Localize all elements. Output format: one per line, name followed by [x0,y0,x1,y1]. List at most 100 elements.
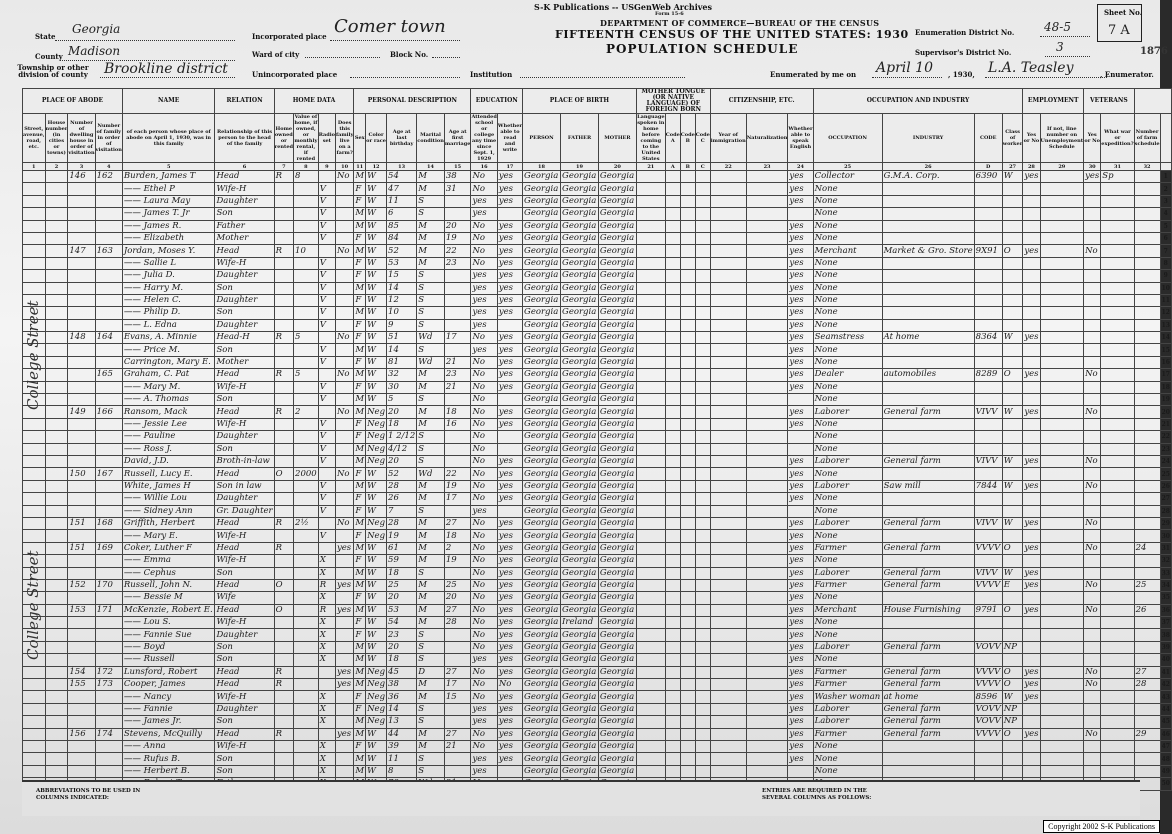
cell-code [973,554,1003,568]
cell-vet [1083,231,1102,246]
cell-rel: Head [214,467,275,481]
cell-vet: No [1083,578,1102,593]
cell-val [293,281,319,295]
cell-nat [745,715,789,729]
cell-imm [709,231,747,246]
cell-ten [273,702,295,717]
cell-vet: No [1083,454,1102,469]
column-number: 12 [365,162,388,171]
cell-sex: M [353,653,367,667]
cell-mar: M [416,256,445,271]
cell-mar: S [416,566,445,580]
cell-mo: Georgia [597,715,637,729]
cell-name: McKenzie, Robert E. [121,603,216,618]
cell-st [22,442,46,457]
cell-lang [635,393,666,407]
cell-ten [273,430,295,444]
cell-name: Burden, James T [121,169,216,184]
cell-c [694,405,711,419]
cell-st [22,219,46,233]
cell-name: White, James H [121,479,216,494]
cell-unl [1039,640,1085,655]
cell-fa: Georgia [560,194,599,209]
cell-vet [1083,653,1102,667]
cell-name: Coker, Luther F [121,541,216,556]
cell-ten: O [273,578,295,593]
cell-fa: Georgia [560,467,599,481]
cell-vet [1083,256,1102,271]
cell-val: 8 [293,169,319,184]
cell-farm [334,269,355,283]
cell-afm: 28 [443,616,472,630]
cell-mo: Georgia [597,752,637,766]
cell-race: W [365,628,388,642]
cell-race: W [365,306,388,320]
cell-ten: R [273,331,295,345]
cell-mo: Georgia [597,430,637,444]
cell-nat [745,343,789,357]
cell-mar: M [416,554,445,568]
group-header: HOME DATA [273,88,355,114]
cell-sex: M [353,516,367,531]
cell-rd: yes [496,244,524,258]
cell-sex: M [353,244,367,258]
cell-radio: R [317,603,336,618]
cell-eng: yes [787,492,814,506]
cell-rel: Daughter [214,492,275,506]
column-number: 28 [1022,162,1041,171]
cell-ind [881,256,975,271]
cell-unl [1039,244,1085,258]
cell-b [679,554,696,568]
cell-farm [334,492,355,506]
cell-lang [635,269,666,283]
cell-c [694,244,711,258]
column-header: Age at last birthday [386,113,418,163]
cell-cls [1001,591,1024,605]
cell-unl [1039,715,1085,729]
cell-ten [273,529,295,543]
cell-eng: yes [787,603,814,618]
cell-afm: 21 [443,380,472,395]
cell-a [664,343,681,357]
cell-d [67,368,96,382]
cell-nat [745,628,789,642]
cell-lang [635,739,666,754]
cell-ind [881,269,975,283]
sheet-label: Sheet No. [1104,8,1143,17]
cell-race: Neg [365,715,388,729]
cell-fa: Georgia [560,640,599,655]
cell-imm [709,492,747,506]
cell-mo: Georgia [597,677,637,692]
cell-imm [709,306,747,320]
cell-f: 174 [94,727,123,741]
cell-code: VVVV [973,541,1003,556]
cell-lang [635,417,666,432]
incorporated-label: Incorporated place [252,32,327,41]
cell-race: W [365,578,388,593]
cell-imm [709,393,747,407]
cell-c [694,343,711,357]
column-header: Yes or No [1022,113,1041,163]
cell-eng: yes [787,269,814,283]
cell-sex: F [353,430,367,444]
cell-occ: None [812,492,883,506]
cell-sch: No [470,417,498,432]
cell-ind: General farm [881,640,975,655]
cell-occ: None [812,281,883,295]
cell-imm [709,430,747,444]
cell-fs [1133,194,1161,209]
cell-val [293,231,319,246]
cell-afm [443,454,472,469]
cell-a [664,727,681,741]
cell-sch: No [470,430,498,444]
cell-afm: 17 [443,677,472,692]
cell-n: 16 [1159,355,1172,370]
cell-nat [745,393,789,407]
cell-ind [881,318,975,333]
cell-fa: Georgia [560,603,599,618]
cell-cls: O [1001,665,1024,680]
cell-d [67,492,96,506]
cell-race: W [365,219,388,233]
cell-occ: Laborer [812,702,883,717]
cell-b [679,269,696,283]
